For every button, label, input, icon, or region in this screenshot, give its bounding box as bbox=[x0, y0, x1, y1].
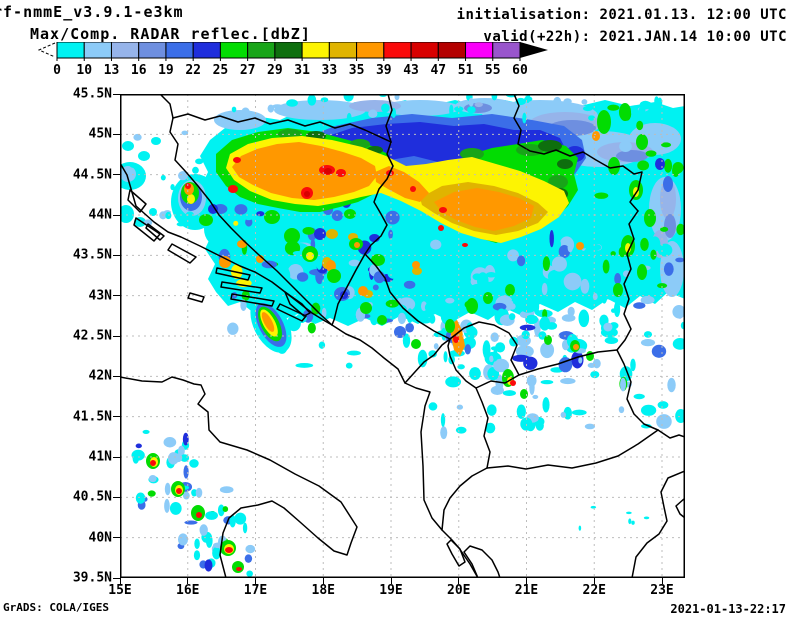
lon-label: 23E bbox=[650, 583, 674, 598]
lon-tick bbox=[526, 578, 527, 584]
colorbar-segment bbox=[383, 42, 412, 59]
colorbar-segment bbox=[110, 42, 140, 59]
lat-tick bbox=[113, 214, 120, 216]
colorbar-segment bbox=[247, 42, 276, 59]
lat-label: 40.5N bbox=[72, 489, 112, 505]
colorbar-segment bbox=[492, 42, 521, 59]
colorbar-segment bbox=[356, 42, 385, 59]
colorbar-tick-label: 43 bbox=[403, 63, 419, 78]
lat-label: 43.5N bbox=[72, 247, 112, 263]
lon-label: 21E bbox=[514, 583, 539, 598]
lon-label: 22E bbox=[582, 583, 606, 598]
lat-tick bbox=[113, 416, 120, 418]
coastlines-and-borders bbox=[120, 94, 685, 578]
lat-tick bbox=[113, 537, 120, 539]
lat-tick bbox=[113, 577, 120, 579]
colorbar-tick-label: 55 bbox=[485, 63, 501, 78]
colorbar-segment bbox=[465, 42, 494, 59]
lat-tick bbox=[113, 335, 120, 337]
lon-label: 17E bbox=[243, 583, 268, 598]
colorbar-tick-label: 13 bbox=[104, 63, 120, 78]
lon-label: 18E bbox=[311, 583, 335, 598]
lon-label: 20E bbox=[447, 583, 471, 598]
lon-tick bbox=[661, 578, 663, 584]
lon-tick bbox=[255, 578, 256, 584]
lon-tick bbox=[187, 578, 189, 584]
colorbar-segment bbox=[301, 42, 330, 59]
colorbar-tick-label: 27 bbox=[240, 63, 256, 78]
lon-tick bbox=[119, 578, 121, 584]
lat-label: 41N bbox=[88, 449, 112, 465]
lat-tick bbox=[113, 375, 120, 377]
colorbar-segment bbox=[437, 42, 467, 59]
colorbar-segment bbox=[410, 42, 439, 59]
lat-label: 42N bbox=[88, 368, 112, 384]
colorbar-tick-label: 16 bbox=[131, 63, 147, 78]
colorbar-segment bbox=[274, 42, 303, 59]
lat-tick bbox=[113, 254, 120, 256]
lat-label: 44.5N bbox=[72, 167, 112, 183]
colorbar-tick-label: 60 bbox=[512, 63, 528, 78]
lat-label: 39.5N bbox=[72, 570, 112, 586]
product-title: Max/Comp. RADAR reflec.[dbZ] bbox=[30, 25, 311, 43]
colorbar-tick-label: 47 bbox=[430, 63, 446, 78]
model-title: rf-nmmE_v3.9.1-e3km bbox=[0, 3, 184, 21]
lat-label: 40N bbox=[88, 530, 112, 546]
lon-tick bbox=[322, 578, 324, 584]
colorbar-tick-label: 10 bbox=[76, 63, 92, 78]
lat-label: 41.5N bbox=[72, 409, 112, 425]
lat-tick bbox=[113, 133, 120, 135]
lon-label: 15E bbox=[108, 583, 132, 598]
lat-label: 45.5N bbox=[72, 86, 112, 102]
colorbar-tick-label: 31 bbox=[294, 63, 310, 78]
init-time-label: initialisation: 2021.01.13. 12:00 UTC bbox=[456, 7, 787, 23]
lon-tick bbox=[593, 578, 595, 584]
colorbar: 0 10 13 16 19 22 25 27 29 31 33 35 39 43 47 51 55 60 bbox=[38, 42, 548, 78]
colorbar-segment bbox=[56, 42, 85, 59]
lat-label: 42.5N bbox=[72, 328, 112, 344]
colorbar-tick-label: 25 bbox=[213, 63, 229, 78]
radar-map bbox=[120, 94, 685, 578]
colorbar-segment bbox=[165, 42, 194, 59]
colorbar-tick-label: 22 bbox=[185, 63, 201, 78]
lon-label: 19E bbox=[379, 583, 403, 598]
lat-tick bbox=[113, 456, 120, 458]
colorbar-segment bbox=[83, 42, 112, 59]
colorbar-tick-label: 39 bbox=[376, 63, 392, 78]
colorbar-segment bbox=[138, 42, 167, 59]
lat-label: 45N bbox=[88, 126, 112, 142]
grads-credit: GrADS: COLA/IGES bbox=[3, 601, 109, 614]
colorbar-tick-label: 19 bbox=[158, 63, 174, 78]
colorbar-tick-label: 51 bbox=[458, 63, 474, 78]
lat-label: 43N bbox=[88, 288, 112, 304]
lat-tick bbox=[113, 174, 120, 176]
lat-tick bbox=[113, 93, 120, 95]
colorbar-tick-label: 29 bbox=[267, 63, 283, 78]
lat-tick bbox=[113, 295, 120, 297]
colorbar-segment bbox=[192, 42, 221, 59]
lat-label: 44N bbox=[88, 207, 112, 223]
colorbar-tick-label: 0 bbox=[53, 63, 61, 78]
colorbar-tick-label: 33 bbox=[322, 63, 338, 78]
lon-tick bbox=[390, 578, 392, 584]
valid-time-label: valid(+22h): 2021.JAN.14 10:00 UTC bbox=[483, 29, 787, 45]
lat-tick bbox=[113, 496, 120, 498]
lon-tick bbox=[458, 578, 460, 584]
colorbar-segment bbox=[219, 42, 249, 59]
map-frame bbox=[120, 94, 685, 578]
colorbar-tick-label: 35 bbox=[349, 63, 365, 78]
colorbar-segment bbox=[328, 42, 358, 59]
radar-field bbox=[120, 94, 685, 577]
lon-label: 16E bbox=[176, 583, 200, 598]
creation-timestamp: 2021-01-13-22:17 bbox=[670, 602, 786, 616]
